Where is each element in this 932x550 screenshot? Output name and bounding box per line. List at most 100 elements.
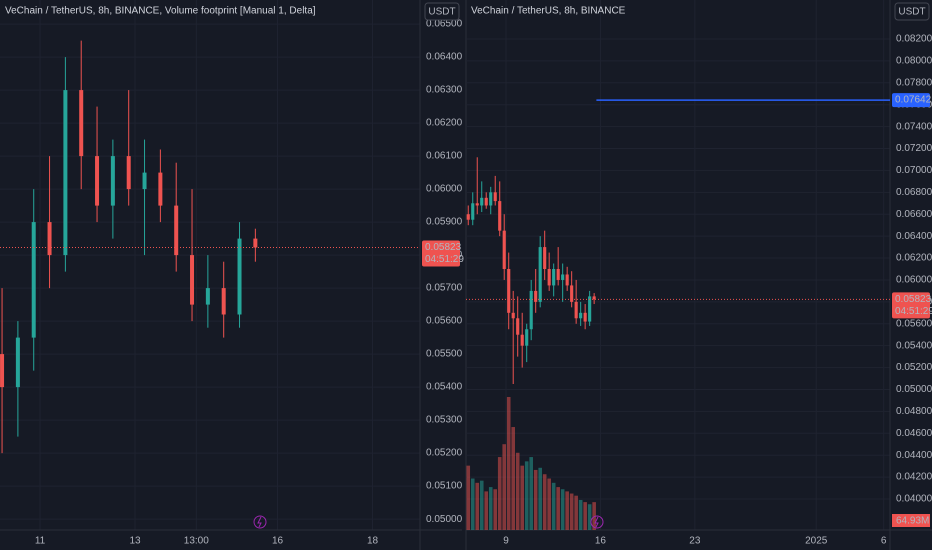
- candle-body: [95, 156, 100, 206]
- candle-body: [543, 247, 547, 269]
- volume-bar: [488, 487, 493, 530]
- candle-body: [47, 222, 52, 256]
- y-tick-label: 0.05900: [426, 217, 463, 228]
- volume-bar: [515, 452, 520, 530]
- volume-label: 64.93M: [896, 516, 929, 527]
- candle-body: [538, 247, 542, 302]
- volume-bar: [524, 461, 529, 530]
- candle-body: [484, 197, 488, 206]
- y-tick-label: 0.05000: [426, 514, 463, 525]
- candle-body: [126, 156, 131, 190]
- candle-body: [205, 288, 210, 305]
- y-tick-label: 0.04200: [896, 472, 932, 483]
- candle-body: [583, 312, 587, 322]
- event-icon-bolt: [257, 516, 262, 528]
- y-tick-label: 0.07200: [896, 143, 932, 154]
- volume-bar: [583, 502, 587, 530]
- candle-body: [471, 203, 475, 220]
- candle-body: [556, 268, 560, 280]
- volume-bar: [547, 478, 551, 530]
- volume-bar: [551, 482, 556, 530]
- volume-bar: [578, 499, 583, 530]
- volume-bar: [502, 444, 507, 530]
- candle-body: [63, 90, 68, 256]
- volume-bar: [475, 482, 480, 530]
- volume-bar: [484, 491, 489, 530]
- y-tick-label: 0.07000: [896, 165, 932, 176]
- candle-body: [0, 354, 5, 388]
- y-tick-label: 0.05300: [426, 415, 463, 426]
- candle-body: [174, 205, 179, 256]
- candle-body: [237, 238, 242, 315]
- candle-body: [158, 172, 163, 206]
- y-tick-label: 0.06200: [426, 118, 463, 129]
- countdown-label: 04:51:29: [425, 254, 464, 265]
- y-tick-label: 0.06800: [896, 187, 932, 198]
- candle-body: [79, 90, 84, 157]
- y-tick-label: 0.06500: [426, 19, 463, 30]
- y-tick-label: 0.04600: [896, 428, 932, 439]
- y-tick-label: 0.07800: [896, 77, 932, 88]
- y-tick-label: 0.07400: [896, 121, 932, 132]
- candle-body: [15, 337, 20, 388]
- candle-body: [507, 268, 511, 313]
- candle-body: [547, 268, 551, 286]
- event-icon-bolt: [594, 516, 599, 528]
- x-tick-label: 11: [35, 536, 46, 547]
- x-tick-label: 2025: [805, 536, 828, 547]
- currency-button: [894, 2, 930, 21]
- event-icon: [253, 515, 267, 529]
- y-tick-label: 0.05400: [896, 340, 932, 351]
- volume-bar: [560, 489, 565, 530]
- x-tick-label: 6: [881, 536, 887, 547]
- y-tick-label: 0.06000: [896, 275, 932, 286]
- candle-body: [142, 172, 147, 190]
- y-tick-label: 0.06600: [896, 209, 932, 220]
- y-tick-label: 0.05400: [426, 382, 463, 393]
- y-tick-label: 0.05600: [896, 318, 932, 329]
- hline-label-box: [892, 93, 930, 108]
- volume-bar: [538, 467, 542, 530]
- y-tick-label: 0.06200: [896, 253, 932, 264]
- volume-bar: [466, 465, 471, 530]
- last-price-label: 0.05823: [425, 242, 462, 253]
- candle-body: [221, 288, 226, 315]
- y-tick-label: 0.06000: [426, 184, 463, 195]
- y-tick-label: 0.06100: [426, 151, 463, 162]
- last-price-label: 0.05823: [895, 294, 932, 305]
- volume-bar: [574, 495, 578, 530]
- volume-bar: [529, 457, 533, 530]
- y-tick-label: 0.06400: [896, 231, 932, 242]
- candle-body: [565, 274, 569, 286]
- x-tick-label: 13:00: [184, 536, 209, 547]
- candle-body: [570, 285, 574, 302]
- event-icon: [590, 515, 604, 529]
- currency-label: USDT: [428, 7, 455, 18]
- candle-body: [579, 312, 583, 319]
- x-tick-label: 16: [595, 536, 607, 547]
- hline-label: 0.07642: [895, 95, 932, 106]
- volume-bar: [497, 457, 502, 530]
- candle-body: [592, 296, 596, 300]
- volume-bar: [533, 469, 538, 530]
- last-price-box: [892, 292, 930, 319]
- candle-body: [552, 268, 556, 286]
- candle-body: [534, 290, 538, 302]
- candle-body: [480, 197, 484, 206]
- volume-bar: [542, 474, 547, 530]
- volume-bar: [520, 465, 525, 530]
- y-tick-label: 0.05500: [426, 349, 463, 360]
- last-price-box: [422, 240, 460, 267]
- volume-bar: [470, 478, 475, 530]
- y-tick-label: 0.04000: [896, 494, 932, 505]
- candle-body: [466, 214, 470, 220]
- candle-body: [190, 255, 195, 305]
- currency-button: [424, 2, 460, 21]
- candle-body: [498, 201, 502, 231]
- x-tick-label: 13: [129, 536, 141, 547]
- candle-body: [574, 301, 578, 319]
- candle-body: [493, 192, 497, 202]
- candle-body: [110, 156, 115, 206]
- x-tick-label: 23: [689, 536, 701, 547]
